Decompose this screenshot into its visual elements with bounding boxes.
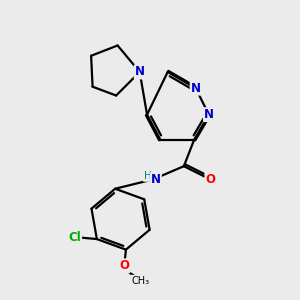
Text: N: N <box>135 65 145 79</box>
Text: N: N <box>190 82 201 95</box>
Text: H: H <box>144 171 152 181</box>
Text: N: N <box>204 108 214 121</box>
Text: Cl: Cl <box>68 231 81 244</box>
Text: CH₃: CH₃ <box>132 276 150 286</box>
Text: O: O <box>119 259 130 272</box>
Text: N: N <box>151 173 161 186</box>
Text: O: O <box>206 173 215 186</box>
